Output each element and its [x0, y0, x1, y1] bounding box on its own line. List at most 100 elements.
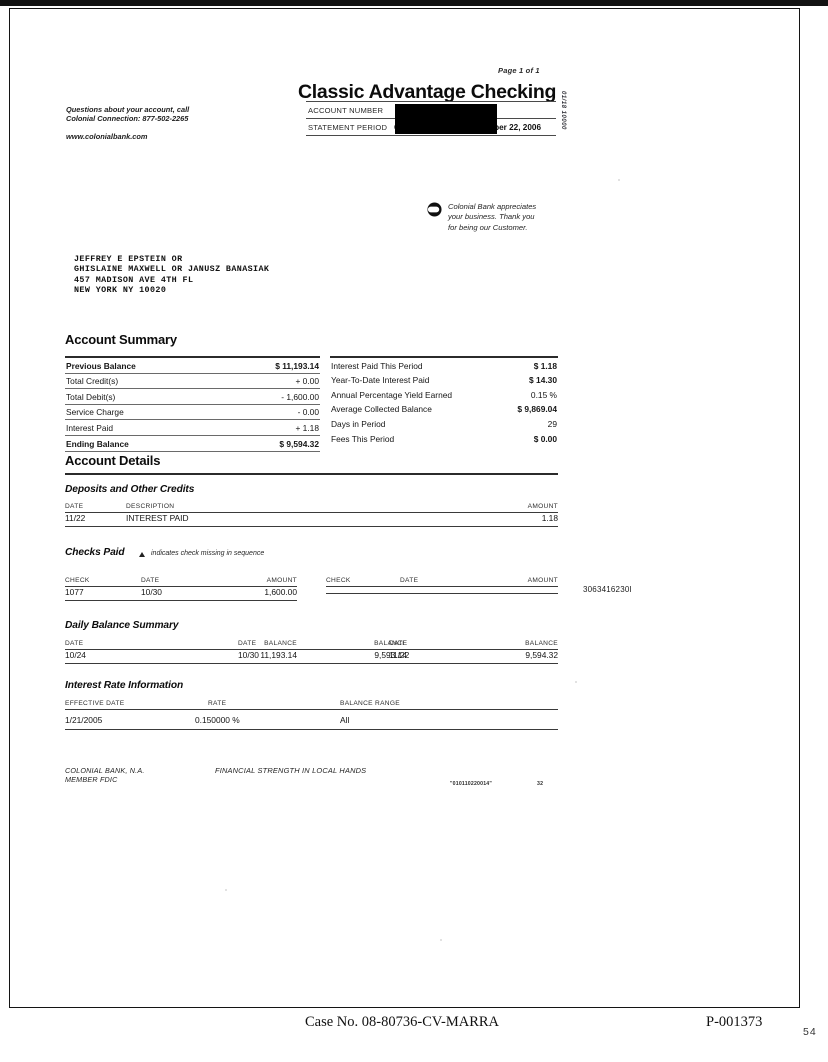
summary-value: $ 0.00: [533, 433, 557, 444]
daily-col-balance-1: BALANCE: [264, 640, 297, 647]
bates-number: P-001373: [706, 1014, 763, 1030]
daily-row-balance-2: 9,593.14: [374, 650, 407, 660]
checks-right-col-amount: AMOUNT: [527, 577, 558, 584]
interest-col-effective-date: EFFECTIVE DATE: [65, 700, 125, 707]
daily-bottom-rule-2: [238, 663, 407, 664]
summary-row: Annual Percentage Yield Earned 0.15 %: [330, 387, 558, 402]
summary-label: Total Credit(s): [66, 376, 119, 387]
daily-bottom-rule-3: [389, 663, 558, 664]
bank-legal-name: COLONIAL BANK, N.A.: [65, 766, 145, 775]
summary-label: Service Charge: [66, 407, 124, 418]
account-details-title: Account Details: [65, 453, 161, 468]
bank-tagline: FINANCIAL STRENGTH IN LOCAL HANDS: [215, 766, 367, 775]
case-caption: Case No. 08-80736-CV-MARRA: [305, 1014, 500, 1030]
summary-row: Days in Period 29: [330, 416, 558, 431]
statement-period-label: STATEMENT PERIOD: [308, 122, 388, 132]
scan-speck: [225, 889, 227, 891]
summary-row: Previous Balance $ 11,193.14: [65, 356, 320, 374]
interest-header-rule: [65, 709, 558, 710]
daily-row-date-2: 10/30: [238, 650, 259, 660]
appreciation-message: Colonial Bank appreciates your business.…: [448, 202, 536, 233]
summary-row: Total Credit(s) + 0.00: [65, 374, 320, 390]
checks-right-bottom-rule: [326, 593, 558, 594]
account-summary-title: Account Summary: [65, 332, 177, 347]
account-summary-right-column: Interest Paid This Period $ 1.18 Year-To…: [330, 356, 558, 446]
interest-bottom-rule: [65, 729, 558, 730]
addressee-line-2: GHISLAINE MAXWELL OR JANUSZ BANASIAK: [74, 264, 270, 275]
summary-value: $ 1.18: [533, 360, 557, 371]
daily-row-balance-3: 9,594.32: [525, 650, 558, 660]
checks-left-col-check: CHECK: [65, 577, 90, 584]
deposits-col-amount: AMOUNT: [527, 503, 558, 510]
interest-row-balance-range: All: [340, 715, 350, 725]
summary-value: 0.15 %: [530, 389, 557, 400]
summary-label: Interest Paid: [66, 422, 114, 433]
summary-row: Average Collected Balance $ 9,869.04: [330, 402, 558, 417]
summary-row: Total Debit(s) - 1,600.00: [65, 389, 320, 405]
appreciation-line-3: for being our Customer.: [448, 222, 528, 232]
daily-row-balance-1: 11,193.14: [260, 650, 297, 660]
daily-header-rule-1: [65, 649, 297, 650]
deposits-bottom-rule: [65, 526, 558, 527]
summary-value: 29: [547, 418, 557, 429]
scan-speck: [575, 681, 577, 683]
colonial-swirl-icon: [427, 202, 442, 217]
scan-speck: [440, 939, 442, 941]
summary-label: Fees This Period: [331, 433, 395, 444]
checks-right-col-date: DATE: [400, 577, 419, 584]
appreciation-line-1: Colonial Bank appreciates: [448, 202, 537, 211]
daily-bottom-rule-1: [65, 663, 297, 664]
summary-row: Interest Paid This Period $ 1.18: [330, 356, 558, 373]
missing-check-triangle-icon: [139, 552, 145, 557]
addressee-line-4: NEW YORK NY 10020: [74, 285, 167, 296]
summary-label: Ending Balance: [66, 438, 129, 449]
daily-col-date-3: DATE: [389, 640, 408, 647]
summary-value: - 1,600.00: [281, 391, 319, 402]
summary-label: Annual Percentage Yield Earned: [331, 389, 453, 400]
interest-row-effective-date: 1/21/2005: [65, 715, 103, 725]
fdic-membership: MEMBER FDIC: [65, 775, 118, 784]
process-code: "010110220014": [450, 781, 493, 787]
statement-sheet: Page 1 of 1 Classic Advantage Checking Q…: [10, 9, 801, 1009]
checks-left-col-amount: AMOUNT: [266, 577, 297, 584]
deposits-header-rule: [65, 512, 558, 513]
interest-row-rate: 0.150000 %: [195, 715, 240, 725]
contact-phone-line-2: Colonial Connection: 877-502-2265: [66, 114, 189, 123]
checks-row-date: 10/30: [141, 587, 162, 597]
checks-row-check: 1077: [65, 587, 84, 597]
account-number-redaction: [395, 104, 497, 134]
deposits-row-date: 11/22: [65, 513, 86, 523]
deposits-title: Deposits and Other Credits: [65, 484, 195, 495]
margin-form-code: 01/18 10000: [560, 91, 566, 130]
statement-title: Classic Advantage Checking: [298, 81, 557, 103]
account-number-label: ACCOUNT NUMBER: [308, 105, 384, 115]
deposits-col-description: DESCRIPTION: [126, 503, 175, 510]
checks-left-bottom-rule: [65, 600, 297, 601]
summary-value: $ 14.30: [529, 375, 557, 386]
summary-row: Ending Balance $ 9,594.32: [65, 436, 320, 452]
summary-label: Previous Balance: [66, 360, 136, 371]
deposits-col-date: DATE: [65, 503, 84, 510]
daily-header-rule-3: [389, 649, 558, 650]
scan-speck: [146, 290, 148, 292]
daily-balance-title: Daily Balance Summary: [65, 620, 179, 631]
checks-right-col-check: CHECK: [326, 577, 351, 584]
checks-right-header-rule: [326, 586, 558, 587]
page-number: Page 1 of 1: [498, 66, 540, 75]
daily-header-rule-2: [238, 649, 407, 650]
summary-row: Year-To-Date Interest Paid $ 14.30: [330, 373, 558, 388]
account-number-row: ACCOUNT NUMBER: [306, 101, 556, 118]
summary-value: $ 11,193.14: [275, 360, 319, 371]
exhibit-page-number: 54: [803, 1026, 817, 1038]
checks-paid-note: indicates check missing in sequence: [151, 550, 265, 557]
daily-col-balance-3: BALANCE: [525, 640, 558, 647]
checks-left-col-date: DATE: [141, 577, 160, 584]
addressee-line-1: JEFFREY E EPSTEIN OR: [74, 254, 183, 264]
contact-phone-line-1: Questions about your account, call: [66, 105, 190, 114]
summary-value: - 0.00: [297, 407, 319, 418]
checks-paid-title: Checks Paid: [65, 547, 125, 558]
addressee-line-3: 457 MADISON AVE 4TH FL: [74, 274, 194, 285]
summary-label: Average Collected Balance: [331, 404, 432, 415]
daily-row-date-3: 11/22: [389, 650, 410, 660]
summary-label: Total Debit(s): [66, 391, 116, 402]
